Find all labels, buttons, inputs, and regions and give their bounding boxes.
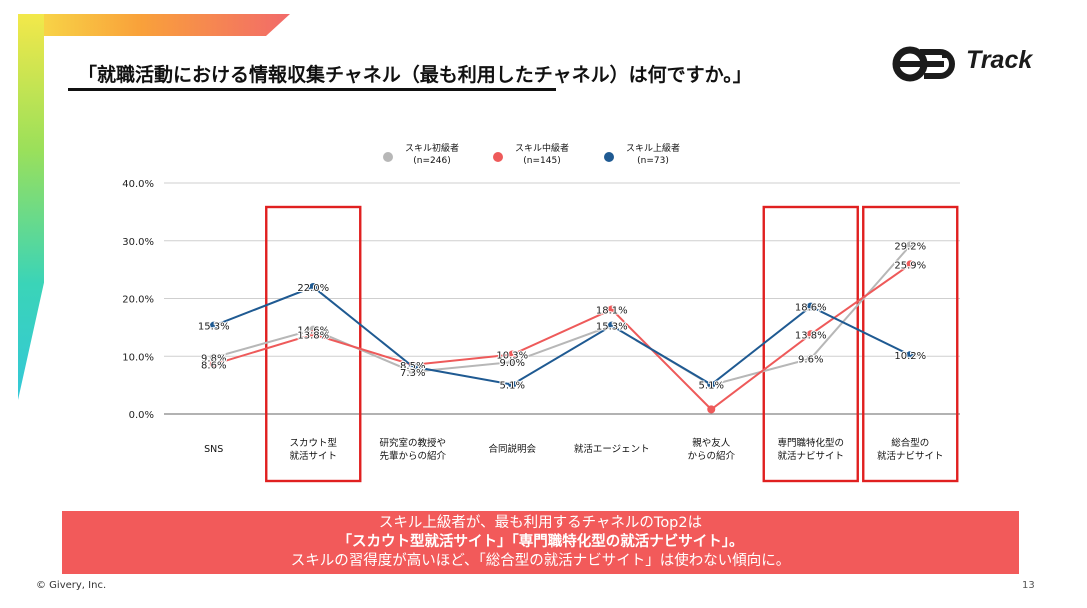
legend-label: スキル中級者: [515, 142, 569, 154]
data-label: 8.6%: [201, 360, 226, 371]
content-panel: [44, 36, 1044, 584]
data-point: [607, 305, 616, 314]
category-label: 合同説明会: [488, 443, 536, 455]
data-point: [309, 330, 318, 339]
category-label: 親や友人: [692, 437, 731, 449]
series-line: [213, 244, 912, 387]
data-label: 13.8%: [795, 330, 827, 341]
data-point: [508, 358, 517, 367]
y-tick-label: 20.0%: [122, 295, 154, 306]
data-point: [209, 360, 218, 369]
legend-label: スキル初級者: [405, 142, 459, 154]
data-label: 18.1%: [596, 305, 628, 316]
banner-line-1: スキル上級者が、最も利用するチャネルのTop2は: [378, 515, 703, 531]
data-point: [906, 260, 915, 269]
legend-marker: [493, 152, 503, 162]
legend-label: スキル上級者: [626, 142, 680, 154]
y-tick-label: 40.0%: [122, 179, 154, 190]
data-label: 15.3%: [198, 322, 230, 333]
data-label: 25.9%: [894, 260, 926, 271]
category-label: 総合型の: [891, 437, 929, 449]
y-tick-label: 0.0%: [129, 410, 154, 421]
legend-marker: [383, 152, 393, 162]
series-line: [213, 285, 911, 386]
legend-marker: [604, 152, 614, 162]
data-label: 22.0%: [297, 283, 329, 294]
category-label: 就活ナビサイト: [777, 450, 844, 462]
data-label: 8.5%: [400, 361, 425, 372]
data-point: [906, 351, 915, 360]
slide-title: 「就職活動における情報収集チャネル（最も利用したチャネル）は何ですか。」: [78, 64, 752, 86]
legend-n: (n=246): [413, 156, 450, 166]
data-label: 13.8%: [297, 330, 329, 341]
data-label: 10.2%: [894, 351, 926, 362]
series-line: [213, 263, 911, 411]
data-point: [707, 405, 716, 414]
highlight-box: [265, 205, 362, 483]
data-point: [508, 380, 517, 389]
data-label: 15.3%: [596, 322, 628, 333]
data-point: [707, 380, 716, 389]
summary-banner: スキル上級者が、最も利用するチャネルのTop2は 「スカウト型就活サイト」「専門…: [62, 511, 1019, 574]
data-point: [806, 302, 815, 311]
data-label: 9.6%: [798, 355, 823, 366]
data-point: [806, 354, 815, 363]
data-point: [209, 353, 218, 362]
category-label: スカウト型: [289, 438, 337, 449]
category-label: 就活サイト: [289, 450, 337, 462]
legend-n: (n=145): [523, 156, 560, 166]
data-label: 5.1%: [699, 381, 724, 392]
data-label: 10.3%: [496, 351, 528, 362]
data-point: [408, 362, 417, 371]
track-logo-icon: [892, 46, 955, 82]
category-label: 就活エージェント: [574, 443, 650, 455]
banner-line-2: 「スカウト型就活サイト」「専門職特化型の就活ナビサイト」。: [337, 534, 744, 550]
category-label: からの紹介: [687, 450, 735, 462]
data-point: [607, 321, 616, 330]
category-label: 就活ナビサイト: [877, 450, 944, 462]
copyright: © Givery, Inc.: [36, 580, 107, 591]
data-point: [309, 282, 318, 291]
highlight-box: [862, 205, 959, 483]
y-tick-label: 10.0%: [122, 352, 154, 363]
logo-text: Track: [966, 46, 1033, 74]
data-label: 5.1%: [500, 381, 525, 392]
data-point: [508, 350, 517, 359]
data-label: 9.8%: [201, 353, 226, 364]
data-label: 7.3%: [400, 368, 425, 379]
banner-line-3: スキルの習得度が高いほど、「総合型の就活ナビサイト」は使わない傾向に。: [290, 553, 791, 569]
data-label: 9.0%: [500, 358, 525, 369]
y-tick-label: 30.0%: [122, 237, 154, 248]
data-label: 18.6%: [795, 303, 827, 314]
data-label: 14.6%: [297, 326, 329, 337]
category-label: SNS: [204, 444, 223, 455]
data-point: [806, 330, 815, 339]
category-label: 研究室の教授や: [379, 437, 446, 449]
page-number: 13: [1022, 580, 1035, 591]
data-point: [906, 241, 915, 250]
title-underline: [68, 88, 556, 91]
legend-n: (n=73): [637, 156, 669, 166]
category-label: 専門職特化型の: [777, 437, 844, 449]
category-label: 先輩からの紹介: [379, 450, 446, 462]
data-point: [209, 321, 218, 330]
data-label: 29.2%: [894, 241, 926, 252]
